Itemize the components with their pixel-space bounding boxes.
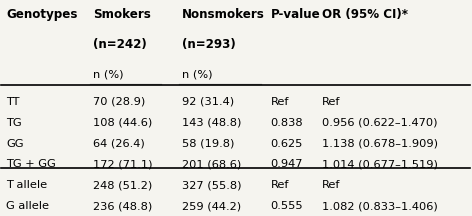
Text: P-value: P-value bbox=[271, 8, 320, 21]
Text: Ref: Ref bbox=[322, 180, 341, 190]
Text: 108 (44.6): 108 (44.6) bbox=[93, 118, 152, 128]
Text: 64 (26.4): 64 (26.4) bbox=[93, 139, 144, 149]
Text: 201 (68.6): 201 (68.6) bbox=[182, 159, 241, 169]
Text: Genotypes: Genotypes bbox=[6, 8, 77, 21]
Text: T allele: T allele bbox=[6, 180, 47, 190]
Text: 1.138 (0.678–1.909): 1.138 (0.678–1.909) bbox=[322, 139, 438, 149]
Text: n (%): n (%) bbox=[93, 69, 123, 79]
Text: TG: TG bbox=[6, 118, 22, 128]
Text: 58 (19.8): 58 (19.8) bbox=[182, 139, 234, 149]
Text: (n=293): (n=293) bbox=[182, 38, 236, 51]
Text: (n=242): (n=242) bbox=[93, 38, 146, 51]
Text: 92 (31.4): 92 (31.4) bbox=[182, 97, 234, 107]
Text: 236 (48.8): 236 (48.8) bbox=[93, 201, 152, 211]
Text: 1.082 (0.833–1.406): 1.082 (0.833–1.406) bbox=[322, 201, 438, 211]
Text: 172 (71.1): 172 (71.1) bbox=[93, 159, 152, 169]
Text: 0.838: 0.838 bbox=[271, 118, 303, 128]
Text: Ref: Ref bbox=[271, 180, 289, 190]
Text: 143 (48.8): 143 (48.8) bbox=[182, 118, 241, 128]
Text: n (%): n (%) bbox=[182, 69, 212, 79]
Text: OR (95% CI)*: OR (95% CI)* bbox=[322, 8, 408, 21]
Text: Ref: Ref bbox=[322, 97, 341, 107]
Text: G allele: G allele bbox=[6, 201, 49, 211]
Text: Smokers: Smokers bbox=[93, 8, 151, 21]
Text: TG + GG: TG + GG bbox=[6, 159, 56, 169]
Text: 0.625: 0.625 bbox=[271, 139, 303, 149]
Text: 259 (44.2): 259 (44.2) bbox=[182, 201, 241, 211]
Text: 0.947: 0.947 bbox=[271, 159, 303, 169]
Text: GG: GG bbox=[6, 139, 24, 149]
Text: Nonsmokers: Nonsmokers bbox=[182, 8, 265, 21]
Text: Ref: Ref bbox=[271, 97, 289, 107]
Text: 0.555: 0.555 bbox=[271, 201, 303, 211]
Text: 1.014 (0.677–1.519): 1.014 (0.677–1.519) bbox=[322, 159, 438, 169]
Text: 248 (51.2): 248 (51.2) bbox=[93, 180, 152, 190]
Text: TT: TT bbox=[6, 97, 19, 107]
Text: 70 (28.9): 70 (28.9) bbox=[93, 97, 145, 107]
Text: 0.956 (0.622–1.470): 0.956 (0.622–1.470) bbox=[322, 118, 438, 128]
Text: 327 (55.8): 327 (55.8) bbox=[182, 180, 241, 190]
